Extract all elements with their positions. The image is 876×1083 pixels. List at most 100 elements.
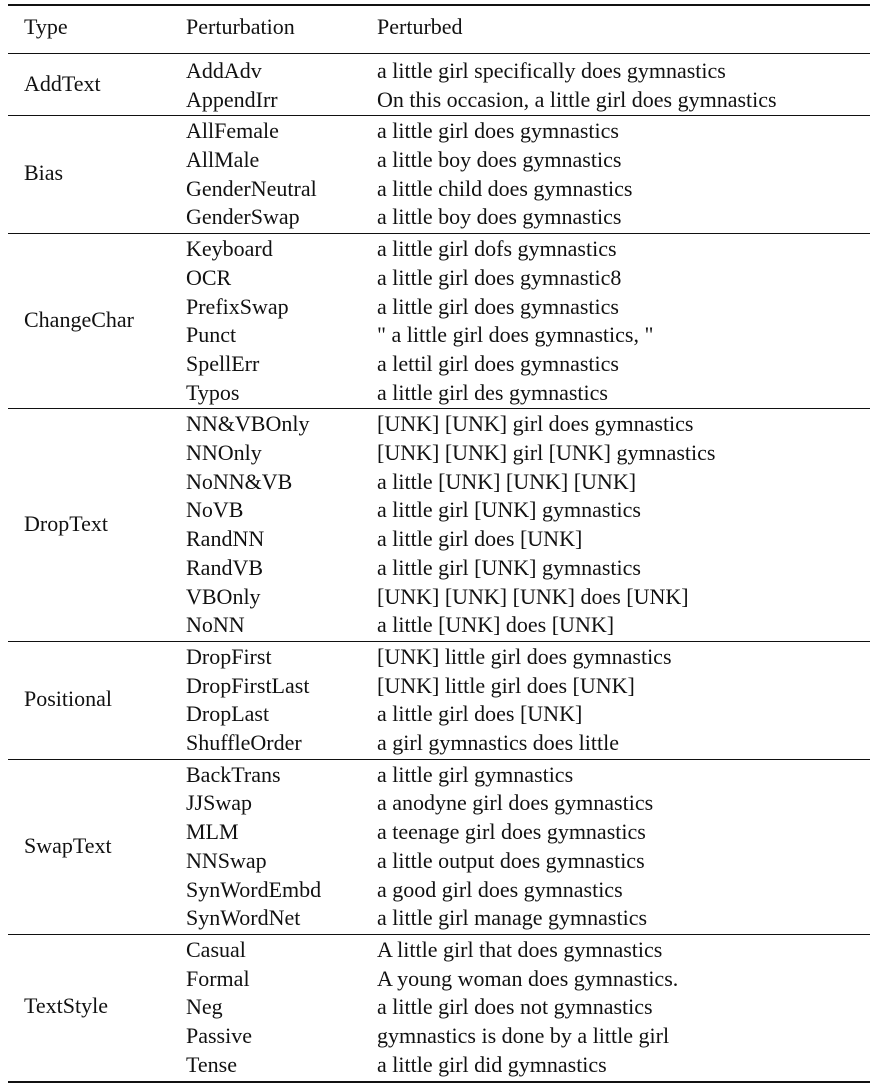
bottom-rule	[8, 1080, 870, 1083]
table-row: Casual A little girl that does gymnastics	[8, 936, 870, 965]
table-row: AllFemale a little girl does gymnastics	[8, 117, 870, 146]
perturbed-cell: " a little girl does gymnastics, "	[377, 322, 654, 348]
table-row: RandNN a little girl does [UNK]	[8, 525, 870, 554]
perturbed-cell: a good girl does gymnastics	[377, 876, 623, 902]
table-row: RandVB a little girl [UNK] gymnastics	[8, 554, 870, 583]
table-row: AddAdv a little girl specifically does gy…	[8, 57, 870, 86]
table-row: Formal A young woman does gymnastics.	[8, 965, 870, 994]
table-row: NNOnly [UNK] [UNK] girl [UNK] gymnastics	[8, 439, 870, 468]
perturbed-cell: a little girl did gymnastics	[377, 1051, 607, 1077]
perturbed-cell: a little girl does [UNK]	[377, 526, 583, 552]
table-group-changechar: ChangeChar Keyboard a little girl dofs gym…	[8, 234, 870, 408]
perturbation-cell: NNOnly	[186, 440, 262, 466]
perturbed-cell: a little girl specifically does gymnasti…	[377, 58, 726, 83]
table-row: AppendIrr On this occasion, a little girl…	[8, 86, 870, 115]
perturbation-cell: BackTrans	[186, 761, 281, 787]
perturbed-cell: gymnastics is done by a little girl	[377, 1023, 670, 1049]
perturbed-cell: a little child does gymnastics	[377, 175, 633, 201]
perturbation-cell: DropFirstLast	[186, 672, 310, 698]
table-group-addtext: AddText AddAdv a little girl specifically …	[8, 56, 870, 115]
header-perturbation: Perturbation	[186, 14, 295, 39]
table-row: GenderSwap a little boy does gymnastics	[8, 203, 870, 232]
perturbed-cell: [UNK] [UNK] girl does gymnastics	[377, 411, 694, 437]
table-row: AllMale a little boy does gymnastics	[8, 146, 870, 175]
perturbation-cell: DropLast	[186, 701, 270, 727]
header-perturbed: Perturbed	[377, 14, 463, 39]
perturbed-cell: a little girl [UNK] gymnastics	[377, 554, 641, 580]
table-row: OCR a little girl does gymnastic8	[8, 264, 870, 293]
table-row: SpellErr a lettil girl does gymnastics	[8, 350, 870, 379]
type-cell: Bias	[24, 160, 64, 186]
perturbed-cell: a little girl manage gymnastics	[377, 905, 648, 931]
table-row: SynWordEmbd a good girl does gymnastics	[8, 876, 870, 905]
group-rule	[8, 115, 870, 117]
type-cell: ChangeChar	[24, 306, 134, 332]
perturbation-cell: AppendIrr	[186, 86, 278, 112]
perturbation-cell: AddAdv	[186, 58, 262, 83]
perturbation-cell: Punct	[186, 322, 237, 348]
perturbed-cell: a girl gymnastics does little	[377, 730, 619, 756]
table-row: Punct " a little girl does gymnastics, "	[8, 321, 870, 350]
group-rule	[8, 233, 870, 235]
perturbation-cell: SynWordNet	[186, 905, 301, 931]
table-group-bias: Bias AllFemale a little girl does gymnasti…	[8, 116, 870, 233]
table-row: NoVB a little girl [UNK] gymnastics	[8, 496, 870, 525]
perturbation-cell: DropFirst	[186, 644, 272, 669]
perturbation-cell: NoVB	[186, 497, 244, 523]
perturbed-cell: a little girl des gymnastics	[377, 379, 608, 405]
perturbation-cell: MLM	[186, 819, 239, 845]
perturbation-cell: ShuffleOrder	[186, 730, 302, 756]
perturbation-cell: Keyboard	[186, 236, 273, 262]
perturbation-cell: Neg	[186, 994, 223, 1020]
perturbation-cell: JJSwap	[186, 790, 253, 816]
table-group-droptext: DropText NN&VBOnly [UNK] [UNK] girl does g…	[8, 409, 870, 641]
perturbed-cell: a little girl does [UNK]	[377, 701, 583, 727]
table-row: Typos a little girl des gymnastics	[8, 379, 870, 408]
table-row: NN&VBOnly [UNK] [UNK] girl does gymnastic…	[8, 410, 870, 439]
perturbation-cell: Formal	[186, 965, 250, 991]
group-rule	[8, 408, 870, 410]
type-cell: DropText	[24, 510, 108, 536]
perturbation-cell: AllMale	[186, 147, 260, 173]
perturbation-cell: RandNN	[186, 526, 265, 552]
group-rule	[8, 641, 870, 642]
table-group-textstyle: TextStyle Casual A little girl that does g…	[8, 935, 870, 1081]
perturbation-cell: SynWordEmbd	[186, 876, 322, 902]
perturbation-cell: NN&VBOnly	[186, 411, 310, 437]
group-rule	[8, 758, 870, 760]
perturbation-cell: Passive	[186, 1023, 252, 1049]
table-header: Type Perturbation Perturbed	[8, 4, 870, 53]
perturbed-cell: a little [UNK] [UNK] [UNK]	[377, 468, 637, 494]
table-row: DropFirstLast [UNK] little girl does [UNK…	[8, 672, 870, 701]
perturbed-cell: a little boy does gymnastics	[377, 204, 622, 230]
perturbation-cell: AllFemale	[186, 118, 279, 144]
table-row: ShuffleOrder a girl gymnastics does littl…	[8, 729, 870, 758]
table-row: Passive gymnastics is done by a little gi…	[8, 1022, 870, 1051]
perturbed-cell: a little girl does not gymnastics	[377, 994, 653, 1020]
perturbation-cell: GenderSwap	[186, 204, 300, 230]
perturbed-cell: a little output does gymnastics	[377, 847, 645, 873]
table-row: Tense a little girl did gymnastics	[8, 1051, 870, 1080]
perturbed-cell: a teenage girl does gymnastics	[377, 819, 646, 845]
type-cell: AddText	[24, 71, 101, 97]
perturbed-cell: a little girl [UNK] gymnastics	[377, 497, 641, 523]
table-row: Keyboard a little girl dofs gymnastics	[8, 235, 870, 264]
perturbed-cell: a little [UNK] does [UNK]	[377, 612, 615, 638]
perturbation-cell: VBOnly	[186, 583, 261, 609]
top-rule	[8, 4, 870, 6]
perturbation-cell: OCR	[186, 264, 232, 290]
header-type: Type	[24, 14, 68, 39]
table-row: JJSwap a anodyne girl does gymnastics	[8, 789, 870, 818]
perturbed-cell: a little girl does gymnastic8	[377, 264, 622, 290]
perturbation-cell: Typos	[186, 379, 240, 405]
perturbed-cell: [UNK] little girl does [UNK]	[377, 672, 635, 698]
table-row: NoNN a little [UNK] does [UNK]	[8, 611, 870, 640]
table-row: GenderNeutral a little child does gymnast…	[8, 175, 870, 204]
table-row: Neg a little girl does not gymnastics	[8, 993, 870, 1022]
header-rule	[8, 53, 870, 54]
perturbed-cell: [UNK] [UNK] [UNK] does [UNK]	[377, 583, 689, 609]
perturbation-cell: NNSwap	[186, 847, 267, 873]
table-group-positional: Positional DropFirst [UNK] little girl doe…	[8, 642, 870, 759]
perturbed-cell: [UNK] [UNK] girl [UNK] gymnastics	[377, 440, 716, 466]
table-row: NNSwap a little output does gymnastics	[8, 847, 870, 876]
